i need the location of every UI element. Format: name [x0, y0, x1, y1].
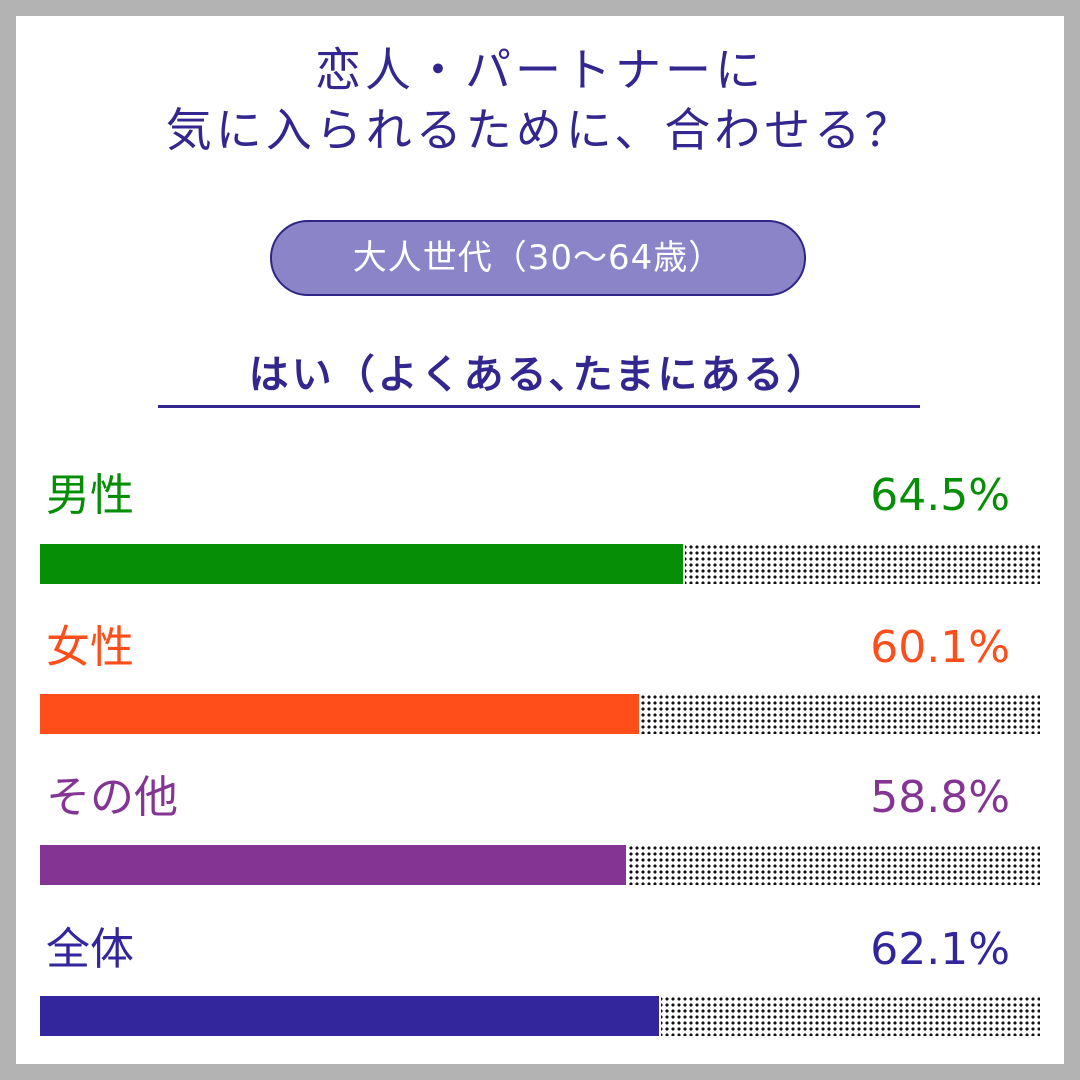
category-label: 女性: [46, 622, 134, 673]
answer-subtitle: はい（よくある､たまにある）: [158, 345, 920, 408]
bar-fill: [40, 544, 685, 584]
value-label: 60.1%: [870, 622, 1010, 673]
value-label: 62.1%: [870, 924, 1010, 975]
value-label: 64.5%: [870, 470, 1010, 521]
bar-track: [40, 996, 1040, 1036]
category-label: 男性: [46, 470, 134, 521]
value-label: 58.8%: [870, 772, 1010, 823]
bar-track: [40, 845, 1040, 885]
bar-fill: [40, 845, 628, 885]
title-line-2: 気に入られるために、合わせる？: [165, 103, 915, 157]
bar-fill: [40, 996, 661, 1036]
chart-card: [16, 16, 1064, 1064]
chart-title: 恋人・パートナーに 気に入られるために、合わせる？: [0, 40, 1080, 160]
category-label: その他: [46, 772, 178, 823]
bar-fill: [40, 694, 641, 734]
title-line-1: 恋人・パートナーに: [315, 43, 765, 97]
bar-track: [40, 694, 1040, 734]
bar-track: [40, 544, 1040, 584]
category-label: 全体: [46, 924, 134, 975]
age-group-badge: 大人世代（30～64歳）: [270, 220, 806, 296]
